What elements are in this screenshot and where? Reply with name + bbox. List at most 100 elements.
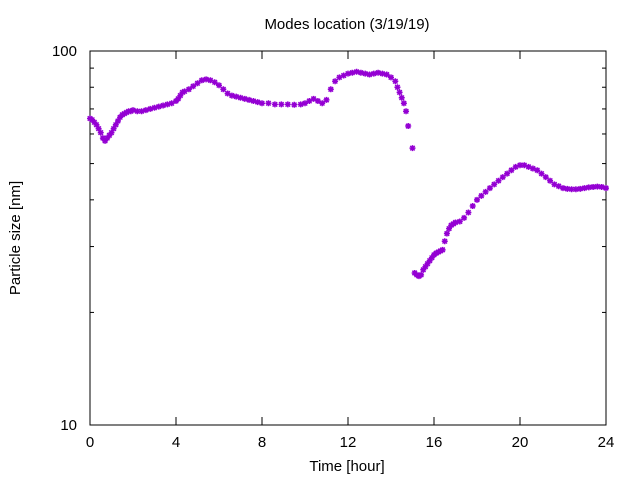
data-point [495,177,502,184]
data-point [478,192,485,199]
x-tick-label: 12 [340,434,357,451]
data-point [379,70,386,77]
data-point [572,186,579,193]
data-point [278,101,285,108]
data-point [151,104,158,111]
data-point [456,218,463,225]
data-point [241,95,248,102]
data-point [375,69,382,76]
data-point [110,125,117,132]
data-point [555,183,562,190]
data-point [89,116,96,123]
data-point [491,181,498,188]
data-point [446,225,453,232]
data-point [424,260,431,267]
data-point [142,107,149,114]
data-points [87,68,609,280]
data-point [345,70,351,77]
data-point [353,68,360,75]
data-point [216,82,222,89]
data-point [461,214,468,221]
data-point [160,102,167,109]
data-point [529,165,536,172]
data-point [405,123,412,130]
y-axis-ticks: 10 100 [52,43,606,434]
data-point [403,108,410,115]
data-point [104,135,111,142]
data-point [95,125,102,132]
data-point [237,94,244,101]
data-point [310,95,317,102]
data-point [366,71,373,78]
chart-title: Modes location (3/19/19) [264,16,429,33]
data-point [336,74,343,81]
data-point [418,271,425,278]
data-point [323,96,330,103]
data-point [590,183,597,190]
data-point [383,71,390,78]
data-point [177,92,184,99]
data-point [547,177,554,184]
data-point [97,129,104,136]
data-point [185,86,192,93]
data-point [512,163,519,170]
data-point [521,162,528,169]
y-tick-label: 10 [60,417,77,434]
x-axis-ticks: 0 4 8 12 16 20 24 [86,51,615,451]
data-point [203,76,210,83]
data-point [469,203,476,210]
data-point [598,183,605,190]
data-point [538,170,545,177]
data-point [486,185,493,192]
data-point [594,183,601,190]
data-point [271,101,278,108]
data-point [443,230,450,237]
x-tick-label: 24 [598,434,615,451]
data-point [194,80,201,87]
data-point [314,98,321,105]
data-point [581,185,588,192]
data-point [560,185,566,192]
data-point [603,185,609,192]
data-point [504,170,511,177]
data-point [228,92,235,99]
data-point [517,162,523,169]
data-point [207,77,214,84]
data-point [362,70,369,77]
data-point [112,121,119,128]
data-point [306,98,313,105]
data-point [224,90,231,97]
data-point [297,101,304,108]
x-tick-label: 4 [172,434,180,451]
data-point [138,108,145,115]
data-point [198,77,205,84]
data-point [422,263,429,270]
data-point [254,99,261,106]
x-tick-label: 20 [512,434,529,451]
data-point [259,100,265,107]
data-point [499,174,506,181]
data-point [392,78,399,85]
data-point [396,89,403,96]
data-point [291,101,298,108]
data-point [349,69,356,76]
data-point [426,257,433,264]
data-point [398,94,405,101]
data-point [482,188,489,195]
data-point [114,117,121,124]
data-point [441,238,448,245]
data-point [117,114,124,121]
data-point [327,86,334,93]
data-point [130,107,136,114]
data-point [439,246,446,253]
data-point [474,196,480,203]
data-point [91,119,98,126]
data-point [508,167,515,174]
data-point [525,163,532,170]
data-point [220,86,227,93]
data-point [568,186,575,193]
data-point [175,95,182,102]
data-point [155,103,162,110]
x-tick-label: 16 [426,434,443,451]
